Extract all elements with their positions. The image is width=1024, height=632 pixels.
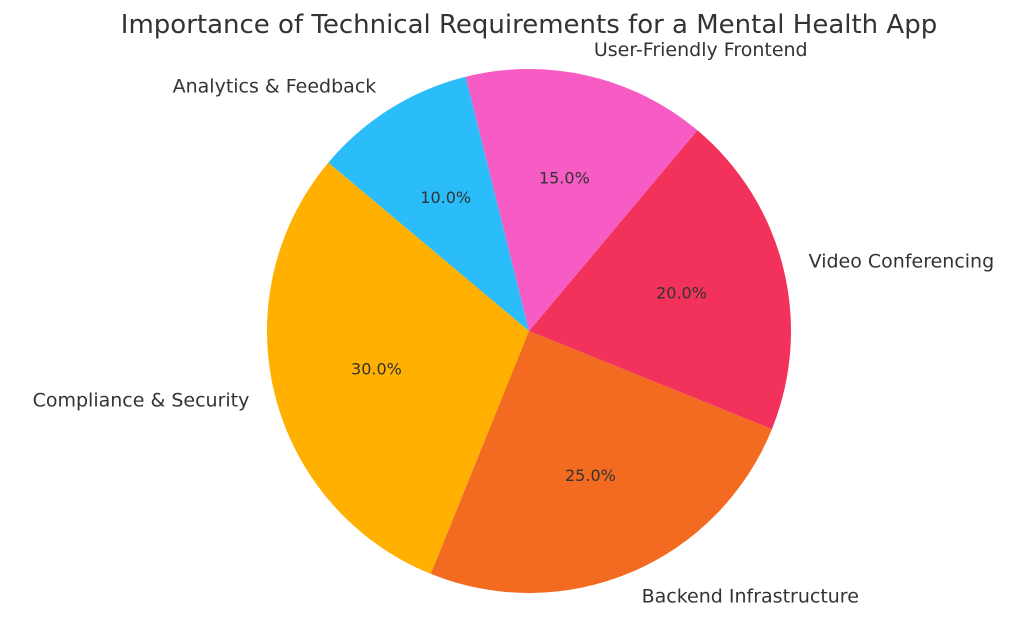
slice-label-backend-infrastructure: Backend Infrastructure — [642, 585, 859, 607]
pie-slice-backend-infrastructure — [430, 331, 772, 594]
slice-label-analytics-and-feedback: Analytics & Feedback — [173, 76, 377, 98]
chart-title: Importance of Technical Requirements for… — [121, 10, 937, 40]
pct-label-analytics-and-feedback: 10.0% — [420, 188, 471, 207]
pie-slice-compliance-and-security — [266, 162, 529, 574]
slice-label-compliance-and-security: Compliance & Security — [33, 390, 250, 412]
pie-slice-user-friendly-frontend — [465, 69, 698, 332]
pie-slice-analytics-and-feedback — [328, 76, 529, 331]
pct-label-backend-infrastructure: 25.0% — [565, 466, 616, 485]
pct-label-compliance-and-security: 30.0% — [351, 360, 402, 379]
pie-slice-video-conferencing — [529, 130, 791, 430]
pct-label-video-conferencing: 20.0% — [656, 283, 707, 302]
slice-label-user-friendly-frontend: User-Friendly Frontend — [594, 39, 808, 61]
pie-slices — [266, 69, 791, 594]
slice-label-video-conferencing: Video Conferencing — [809, 250, 995, 272]
pie-labels: 30.0% Compliance & Security 25.0% Backend I… — [33, 39, 995, 607]
pct-label-user-friendly-frontend: 15.0% — [539, 168, 590, 187]
